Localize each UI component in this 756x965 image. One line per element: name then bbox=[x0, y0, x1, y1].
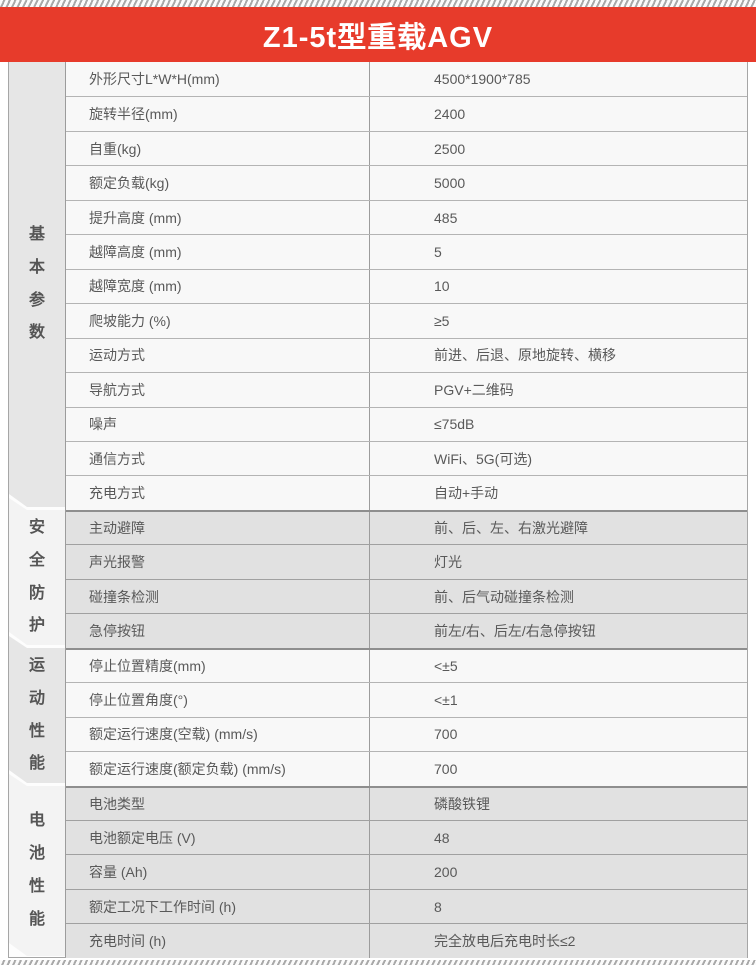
table-row: 通信方式 WiFi、5G(可选) bbox=[66, 440, 747, 476]
table-row: 外形尺寸L*W*H(mm) 4500*1900*785 bbox=[66, 62, 747, 97]
category-block-0: 基本参数 bbox=[9, 62, 65, 507]
param-value: 灯光 bbox=[434, 554, 462, 571]
top-hatched-border bbox=[0, 0, 756, 7]
param-name: 主动避障 bbox=[66, 511, 370, 545]
param-name: 电池类型 bbox=[66, 787, 370, 820]
category-label: 运动性能 bbox=[28, 656, 45, 773]
table-row: 额定负载(kg) 5000 bbox=[66, 165, 747, 200]
param-name: 外形尺寸L*W*H(mm) bbox=[66, 62, 370, 97]
param-value: 8 bbox=[434, 898, 442, 915]
title-bar: Z1-5t型重载AGV bbox=[0, 7, 756, 62]
param-value: 200 bbox=[434, 864, 458, 881]
param-value: 2500 bbox=[434, 140, 466, 157]
param-name: 额定运行速度(空载) (mm/s) bbox=[66, 717, 370, 752]
param-name: 容量 (Ah) bbox=[66, 855, 370, 889]
param-name: 自重(kg) bbox=[66, 131, 370, 166]
category-block-1: 安全防护 bbox=[9, 498, 65, 645]
param-value: 完全放电后充电时长≤2 bbox=[434, 933, 576, 950]
table-row: 充电时间 (h) 完全放电后充电时长≤2 bbox=[66, 923, 747, 958]
section-rows-3: 电池类型 磷酸铁锂电池额定电压 (V) 48 容量 (Ah) 200 额定工况下工作时间 … bbox=[66, 785, 747, 958]
param-name: 提升高度 (mm) bbox=[66, 200, 370, 235]
param-name: 声光报警 bbox=[66, 545, 370, 579]
param-value: 2400 bbox=[434, 106, 466, 123]
param-name: 充电方式 bbox=[66, 476, 370, 510]
param-name: 爬坡能力 (%) bbox=[66, 304, 370, 338]
param-value: 前左/右、后左/右急停按钮 bbox=[434, 622, 596, 639]
section-rows-1: 主动避障 前、后、左、右激光避障声光报警 灯光碰撞条检测 前、后气动碰撞条检测急停按钮… bbox=[66, 509, 747, 648]
param-name: 越障宽度 (mm) bbox=[66, 269, 370, 304]
spec-table-body: 外形尺寸L*W*H(mm) 4500*1900*785 旋转半径(mm) 2400 自重… bbox=[66, 62, 747, 958]
param-name: 导航方式 bbox=[66, 373, 370, 407]
category-block-2: 运动性能 bbox=[9, 636, 65, 783]
spec-table: 基本参数安全防护运动性能电池性能 外形尺寸L*W*H(mm) 4500*1900*… bbox=[8, 62, 748, 958]
table-row: 自重(kg) 2500 bbox=[66, 130, 747, 166]
param-name: 急停按钮 bbox=[66, 614, 370, 648]
category-column: 基本参数安全防护运动性能电池性能 bbox=[9, 62, 66, 957]
param-value: 5 bbox=[434, 243, 442, 260]
bottom-hatched-border bbox=[0, 960, 756, 965]
param-value: 5000 bbox=[434, 175, 466, 192]
table-row: 电池额定电压 (V) 48 bbox=[66, 819, 747, 855]
table-row: 充电方式 自动+手动 bbox=[66, 475, 747, 510]
table-row: 急停按钮 前左/右、后左/右急停按钮 bbox=[66, 613, 747, 648]
table-row: 停止位置角度(°) <±1 bbox=[66, 682, 747, 717]
table-row: 越障高度 (mm) 5 bbox=[66, 234, 747, 269]
param-value: <±5 bbox=[434, 657, 458, 674]
category-block-3: 电池性能 bbox=[9, 774, 65, 956]
table-row: 爬坡能力 (%) ≥5 bbox=[66, 303, 747, 338]
table-row: 运动方式 前进、后退、原地旋转、横移 bbox=[66, 337, 747, 373]
param-name: 越障高度 (mm) bbox=[66, 235, 370, 269]
table-row: 越障宽度 (mm) 10 bbox=[66, 268, 747, 304]
param-value: 自动+手动 bbox=[434, 485, 499, 502]
table-row: 提升高度 (mm) 485 bbox=[66, 199, 747, 235]
section-rows-2: 停止位置精度(mm) <±5 停止位置角度(°) <±1 额定运行速度(空载) (mm/… bbox=[66, 647, 747, 786]
param-value: 48 bbox=[434, 829, 450, 846]
param-name: 碰撞条检测 bbox=[66, 579, 370, 614]
param-name: 停止位置精度(mm) bbox=[66, 649, 370, 683]
category-label: 基本参数 bbox=[28, 225, 45, 342]
param-value: 10 bbox=[434, 278, 450, 295]
param-value: 485 bbox=[434, 209, 458, 226]
table-row: 主动避障 前、后、左、右激光避障 bbox=[66, 509, 747, 545]
table-row: 旋转半径(mm) 2400 bbox=[66, 96, 747, 131]
table-row: 导航方式 PGV+二维码 bbox=[66, 372, 747, 407]
table-row: 停止位置精度(mm) <±5 bbox=[66, 647, 747, 683]
param-value: 4500*1900*785 bbox=[434, 71, 531, 88]
param-value: ≤75dB bbox=[434, 416, 475, 433]
param-name: 停止位置角度(°) bbox=[66, 683, 370, 717]
param-value: PGV+二维码 bbox=[434, 381, 514, 398]
param-name: 运动方式 bbox=[66, 338, 370, 373]
param-value: WiFi、5G(可选) bbox=[434, 450, 532, 467]
param-name: 额定运行速度(额定负载) (mm/s) bbox=[66, 752, 370, 786]
param-name: 通信方式 bbox=[66, 441, 370, 476]
param-value: ≥5 bbox=[434, 312, 450, 329]
table-row: 额定运行速度(空载) (mm/s) 700 bbox=[66, 716, 747, 752]
table-row: 声光报警 灯光 bbox=[66, 544, 747, 579]
param-name: 额定工况下工作时间 (h) bbox=[66, 889, 370, 924]
category-label: 安全防护 bbox=[28, 518, 45, 635]
param-name: 旋转半径(mm) bbox=[66, 97, 370, 131]
section-rows-0: 外形尺寸L*W*H(mm) 4500*1900*785 旋转半径(mm) 2400 自重… bbox=[66, 62, 747, 510]
table-row: 噪声 ≤75dB bbox=[66, 406, 747, 441]
table-row: 电池类型 磷酸铁锂 bbox=[66, 785, 747, 820]
page-title: Z1-5t型重载AGV bbox=[262, 21, 494, 54]
param-name: 电池额定电压 (V) bbox=[66, 820, 370, 855]
param-value: 前进、后退、原地旋转、横移 bbox=[434, 347, 616, 364]
param-name: 噪声 bbox=[66, 407, 370, 441]
param-value: 磷酸铁锂 bbox=[434, 795, 490, 812]
param-name: 充电时间 (h) bbox=[66, 924, 370, 958]
param-value: 700 bbox=[434, 726, 458, 743]
param-value: 700 bbox=[434, 760, 458, 777]
table-row: 容量 (Ah) 200 bbox=[66, 854, 747, 889]
table-row: 额定运行速度(额定负载) (mm/s) 700 bbox=[66, 751, 747, 786]
table-row: 额定工况下工作时间 (h) 8 bbox=[66, 888, 747, 924]
param-value: <±1 bbox=[434, 691, 458, 708]
param-value: 前、后气动碰撞条检测 bbox=[434, 588, 574, 605]
table-row: 碰撞条检测 前、后气动碰撞条检测 bbox=[66, 578, 747, 614]
param-value: 前、后、左、右激光避障 bbox=[434, 520, 588, 537]
category-label: 电池性能 bbox=[28, 812, 45, 928]
param-name: 额定负载(kg) bbox=[66, 166, 370, 200]
